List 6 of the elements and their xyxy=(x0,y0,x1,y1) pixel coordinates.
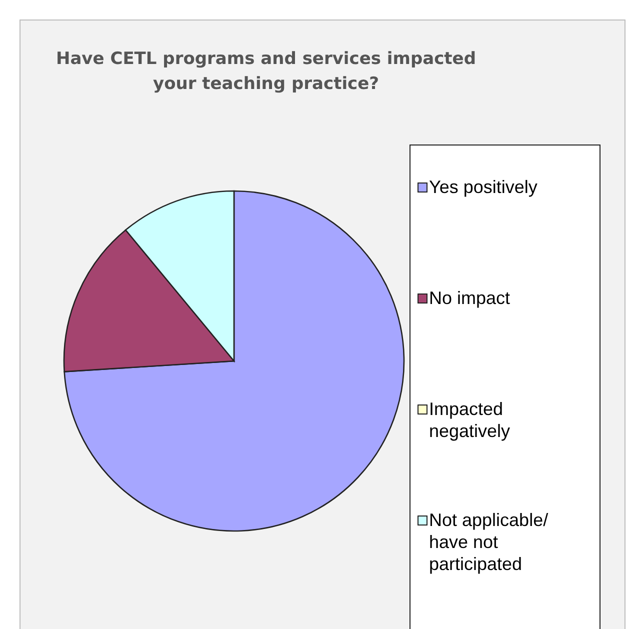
legend-label: Yes positively xyxy=(429,177,538,197)
legend-label: Impacted negatively xyxy=(429,399,510,441)
chart-title: Have CETL programs and services impacted your teaching practice? xyxy=(56,49,476,94)
legend-label: No impact xyxy=(429,288,510,308)
legend-label: Not applicable/ have not participated xyxy=(429,510,548,574)
pie-slice xyxy=(64,190,405,532)
